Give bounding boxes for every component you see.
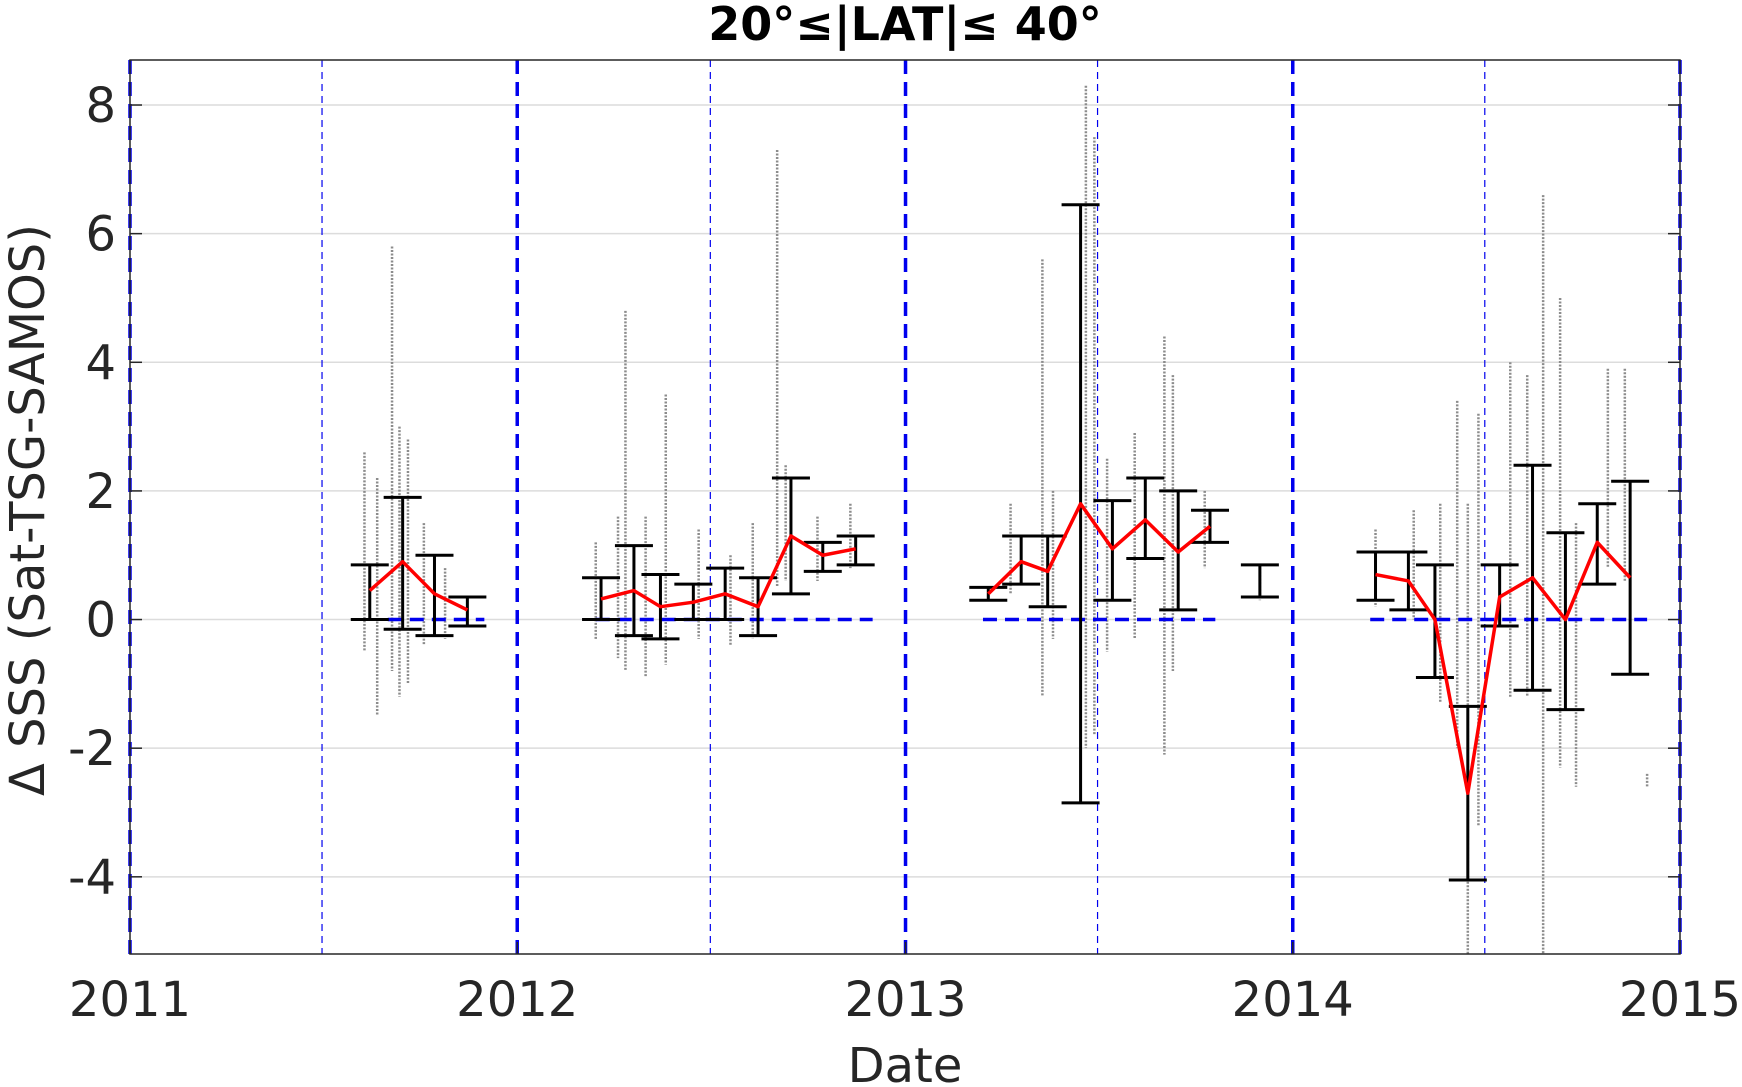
y-tick-label: -4 — [68, 850, 116, 906]
mean-series-line — [368, 559, 469, 612]
x-tick-label: 2013 — [844, 972, 966, 1028]
y-tick-label: 0 — [85, 593, 116, 649]
mean-series-line — [1375, 540, 1632, 795]
x-axis-label: Date — [848, 1038, 963, 1087]
y-axis-ticks: -4 -2 0 2 4 6 8 — [68, 78, 1680, 906]
x-tick-label: 2015 — [1619, 972, 1741, 1028]
y-tick-label: -2 — [68, 721, 116, 777]
error-bar — [1191, 508, 1230, 544]
y-axis-label: Δ SSS (Sat-TSG-SAMOS) — [0, 224, 56, 796]
mean-lines — [368, 502, 1632, 795]
error-bar — [350, 563, 389, 622]
y-tick-label: 4 — [85, 335, 116, 391]
error-bar — [1240, 563, 1279, 599]
chart-title: 20°≤|LAT|≤ 40° — [708, 0, 1101, 52]
error-bar — [448, 595, 487, 628]
y-tick-label: 6 — [85, 207, 116, 263]
x-tick-label: 2014 — [1232, 972, 1354, 1028]
error-bars — [350, 203, 1650, 882]
x-tick-label: 2011 — [69, 972, 191, 1028]
mean-series-line — [987, 502, 1212, 596]
mean-series-line — [600, 534, 857, 609]
x-axis-ticks: 2011 2012 2013 2014 2015 — [69, 942, 1741, 1028]
y-tick-label: 8 — [85, 78, 116, 134]
x-tick-label: 2012 — [456, 972, 578, 1028]
y-tick-label: 2 — [85, 464, 116, 520]
